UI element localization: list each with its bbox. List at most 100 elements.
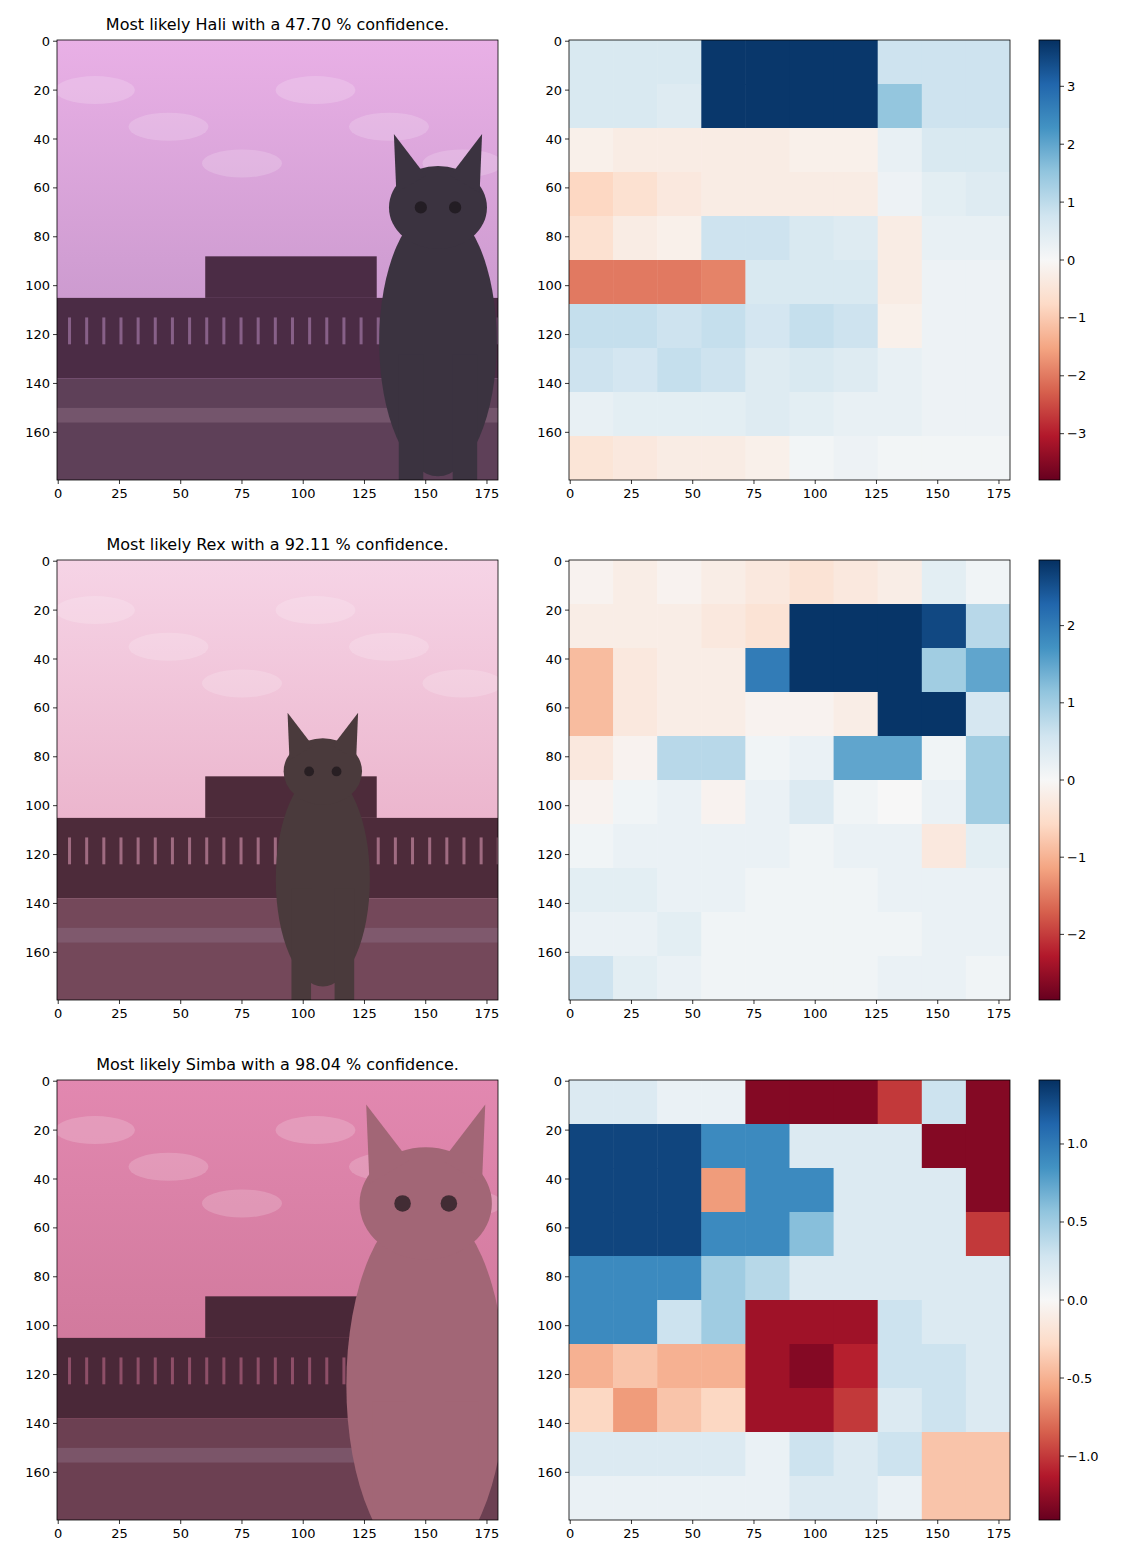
heatmap-cell [834, 956, 879, 1000]
baluster-gap [188, 317, 191, 344]
heatmap-cell [569, 824, 614, 869]
heatmap-cell [701, 1256, 746, 1301]
x-tick [692, 1000, 693, 1004]
heatmap-cell [922, 1476, 967, 1520]
colorbar-tick [1060, 375, 1064, 376]
heatmap-cell [569, 956, 614, 1000]
x-tick-label: 125 [352, 1006, 377, 1021]
heatmap-cell [790, 348, 835, 393]
y-tick [565, 805, 569, 806]
baluster-gap [240, 317, 243, 344]
heatmap-cell [613, 172, 658, 217]
heatmap-cells [569, 40, 1010, 480]
baluster-gap [257, 317, 260, 344]
heatmap-cell [657, 304, 702, 349]
x-tick-label: 175 [475, 1006, 500, 1021]
x-tick-label: 100 [291, 1006, 316, 1021]
x-tick [815, 480, 816, 484]
heatmap-cell [569, 1256, 614, 1301]
y-tick [53, 1130, 57, 1131]
cat-ear [442, 1104, 485, 1183]
heatmap-cell [790, 868, 835, 913]
x-tick-label: 75 [234, 1006, 251, 1021]
x-tick [753, 1000, 754, 1004]
heatmap-cell [613, 1212, 658, 1257]
heatmap-cell [834, 692, 879, 737]
x-tick-label: 150 [413, 1526, 438, 1541]
heatmap-cell [790, 1476, 835, 1520]
heatmap-cell [790, 1168, 835, 1213]
heatmap-cell [834, 824, 879, 869]
heatmap-cell [745, 84, 790, 129]
heatmap-cell [569, 40, 614, 85]
y-tick [565, 1472, 569, 1473]
heatmap-cell [790, 1256, 835, 1301]
heatmap-cell [569, 604, 614, 649]
y-tick-label: 120 [537, 1367, 562, 1382]
baluster-gap [102, 1357, 105, 1384]
colorbar-tick [1060, 433, 1064, 434]
heatmap-cell [613, 84, 658, 129]
heatmap-cell [613, 692, 658, 737]
heatmap-cell [701, 348, 746, 393]
sky [57, 560, 498, 1000]
heatmap-cell [613, 736, 658, 781]
heatmap-cell [613, 780, 658, 825]
heatmap-cell [834, 1432, 879, 1477]
colorbar-tick-label: 1 [1067, 695, 1075, 710]
baluster-gap [480, 837, 483, 864]
colorbar-tick [1060, 702, 1064, 703]
heatmap-cell [878, 1124, 923, 1169]
colorbar-tick-label: 0 [1067, 253, 1075, 268]
heatmap-cell [878, 1432, 923, 1477]
heatmap-cell [745, 260, 790, 305]
y-tick-label: 140 [25, 376, 50, 391]
y-tick-label: 120 [25, 847, 50, 862]
colorbar-tick [1060, 1300, 1064, 1301]
heatmap-cell [701, 1344, 746, 1389]
y-tick-label: 40 [545, 132, 562, 147]
heatmap-cell [878, 912, 923, 957]
x-tick [364, 1000, 365, 1004]
heatmap-cell [834, 1476, 879, 1520]
colorbar-tick-label: 0.0 [1067, 1293, 1088, 1308]
heatmap-cell [569, 1168, 614, 1213]
x-tick [58, 1520, 59, 1524]
x-tick-label: 125 [352, 486, 377, 501]
y-tick-label: 140 [537, 896, 562, 911]
heatmap-cell [613, 560, 658, 605]
x-tick-label: 100 [803, 1006, 828, 1021]
baluster-gap [154, 837, 157, 864]
heatmap-cell [922, 40, 967, 85]
y-tick [565, 187, 569, 188]
heatmap-cell [569, 912, 614, 957]
colorbar-tick [1060, 1378, 1064, 1379]
heatmap-cell [569, 692, 614, 737]
cat-ear [450, 134, 482, 193]
heatmap-cell [790, 1300, 835, 1345]
heatmap-cell [701, 1212, 746, 1257]
heatmap-cell [834, 348, 879, 393]
heatmap-cells [569, 1080, 1010, 1520]
y-tick [565, 90, 569, 91]
heatmap-cell [745, 1168, 790, 1213]
colorbar-tick-label: 0 [1067, 773, 1075, 788]
heatmap-cell [878, 648, 923, 693]
heatmap-cell [966, 692, 1010, 737]
colorbar-tick [1060, 1143, 1064, 1144]
heatmap-cell [745, 1476, 790, 1520]
heatmap-cell [657, 736, 702, 781]
heatmap-cell [657, 128, 702, 173]
y-tick [565, 610, 569, 611]
heatmap-cell [966, 736, 1010, 781]
colorbar-tick-label: 1 [1067, 195, 1075, 210]
y-tick-label: 80 [33, 749, 50, 764]
heatmap-cell [922, 736, 967, 781]
heatmap-cell [613, 912, 658, 957]
heatmap-cell [613, 392, 658, 437]
x-tick [486, 480, 487, 484]
cloud [128, 113, 208, 141]
colorbar-tick [1060, 934, 1064, 935]
colorbar-tick-label: 3 [1067, 79, 1075, 94]
heatmap-cell [569, 1344, 614, 1389]
